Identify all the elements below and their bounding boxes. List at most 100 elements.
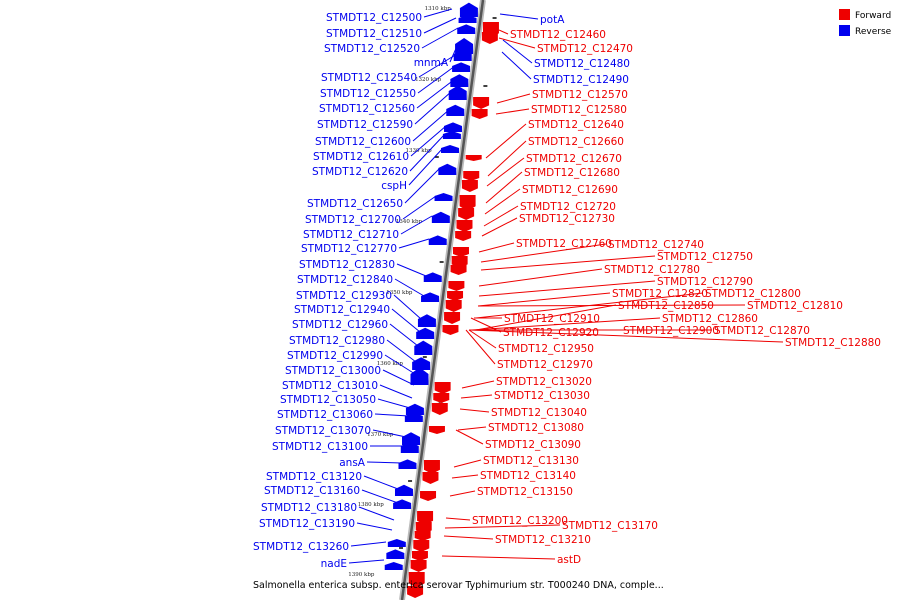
forward-gene-label[interactable]: STMDT12_C13020 bbox=[496, 376, 592, 388]
reverse-gene-feature bbox=[404, 412, 423, 422]
leader-line bbox=[402, 195, 437, 220]
reverse-gene-label[interactable]: STMDT12_C12600 bbox=[315, 136, 411, 148]
forward-gene-label[interactable]: STMDT12_C12670 bbox=[526, 153, 622, 165]
reverse-gene-label[interactable]: STMDT12_C12990 bbox=[287, 350, 383, 362]
forward-gene-label[interactable]: STMDT12_C12760 bbox=[516, 238, 612, 250]
reverse-gene-label[interactable]: STMDT12_C12650 bbox=[307, 198, 403, 210]
forward-gene-label[interactable]: STMDT12_C13090 bbox=[485, 439, 581, 451]
forward-gene-label[interactable]: STMDT12_C12570 bbox=[532, 89, 628, 101]
forward-gene-label[interactable]: STMDT12_C12780 bbox=[604, 264, 700, 276]
reverse-gene-feature bbox=[405, 403, 424, 415]
chromosome-backbone bbox=[399, 0, 486, 600]
reverse-gene-label[interactable]: STMDT12_C13100 bbox=[272, 441, 368, 453]
forward-gene-label[interactable]: STMDT12_C12850 bbox=[618, 300, 714, 312]
leader-line bbox=[459, 408, 490, 413]
forward-gene-label[interactable]: STMDT12_C13040 bbox=[491, 407, 587, 419]
reverse-gene-label[interactable]: STMDT12_C12590 bbox=[317, 119, 413, 131]
leader-line bbox=[480, 243, 607, 263]
forward-gene-label[interactable]: STMDT12_C12580 bbox=[531, 104, 627, 116]
forward-gene-label[interactable]: STMDT12_C12800 bbox=[705, 288, 801, 300]
leader-line bbox=[393, 294, 422, 320]
reverse-gene-label[interactable]: STMDT12_C13050 bbox=[280, 394, 376, 406]
forward-gene-label[interactable]: STMDT12_C12790 bbox=[657, 276, 753, 288]
leader-line bbox=[468, 329, 784, 343]
reverse-gene-label[interactable]: STMDT12_C12620 bbox=[312, 166, 408, 178]
forward-gene-label[interactable]: STMDT12_C12920 bbox=[503, 327, 599, 339]
forward-gene-label[interactable]: STMDT12_C12950 bbox=[498, 343, 594, 355]
reverse-gene-label[interactable]: STMDT12_C12980 bbox=[289, 335, 385, 347]
forward-gene-label[interactable]: astD bbox=[557, 554, 581, 566]
forward-gene-feature bbox=[410, 560, 427, 572]
forward-gene-label[interactable]: STMDT12_C13150 bbox=[477, 486, 573, 498]
leader-line bbox=[416, 78, 456, 109]
forward-gene-feature bbox=[448, 281, 465, 291]
reverse-gene-label[interactable]: STMDT12_C12770 bbox=[301, 243, 397, 255]
forward-gene-label[interactable]: STMDT12_C13030 bbox=[494, 390, 590, 402]
forward-gene-label[interactable]: STMDT12_C12820 bbox=[612, 288, 708, 300]
forward-gene-label[interactable]: STMDT12_C12660 bbox=[528, 136, 624, 148]
forward-gene-label[interactable]: STMDT12_C13210 bbox=[495, 534, 591, 546]
reverse-gene-feature bbox=[394, 484, 413, 496]
forward-gene-label[interactable]: STMDT12_C12810 bbox=[747, 300, 843, 312]
reverse-gene-label[interactable]: STMDT12_C12560 bbox=[319, 103, 415, 115]
forward-gene-label[interactable]: STMDT12_C12860 bbox=[662, 313, 758, 325]
forward-gene-label[interactable]: STMDT12_C12690 bbox=[522, 184, 618, 196]
reverse-gene-label[interactable]: mnmA bbox=[414, 57, 449, 69]
reverse-gene-label[interactable]: STMDT12_C12960 bbox=[292, 319, 388, 331]
reverse-gene-label[interactable]: STMDT12_C12480 bbox=[534, 58, 630, 70]
forward-gene-label[interactable]: STMDT12_C12910 bbox=[504, 313, 600, 325]
reverse-gene-label[interactable]: STMDT12_C13070 bbox=[275, 425, 371, 437]
reverse-gene-label[interactable]: ansA bbox=[339, 457, 366, 469]
forward-gene-label[interactable]: STMDT12_C12720 bbox=[520, 201, 616, 213]
reverse-gene-label[interactable]: STMDT12_C12510 bbox=[326, 28, 422, 40]
leader-line bbox=[372, 429, 407, 438]
reverse-gene-label[interactable]: STMDT12_C13160 bbox=[264, 485, 360, 497]
reverse-gene-label[interactable]: STMDT12_C12930 bbox=[296, 290, 392, 302]
reverse-gene-label[interactable]: cspH bbox=[381, 180, 407, 192]
leader-line bbox=[477, 304, 746, 307]
forward-gene-label[interactable]: STMDT12_C13080 bbox=[488, 422, 584, 434]
leader-line bbox=[379, 384, 413, 399]
leader-line bbox=[449, 43, 459, 63]
forward-gene-label[interactable]: STMDT12_C12870 bbox=[714, 325, 810, 337]
reverse-gene-label[interactable]: STMDT12_C12490 bbox=[533, 74, 629, 86]
reverse-gene-label[interactable]: STMDT12_C13120 bbox=[266, 471, 362, 483]
forward-gene-label[interactable]: STMDT12_C13200 bbox=[472, 515, 568, 527]
reverse-gene-label[interactable]: nadE bbox=[321, 558, 347, 570]
reverse-gene-label[interactable]: STMDT12_C13060 bbox=[277, 409, 373, 421]
forward-gene-label[interactable]: STMDT12_C12730 bbox=[519, 213, 615, 225]
forward-gene-label[interactable]: STMDT12_C12470 bbox=[537, 43, 633, 55]
forward-gene-label[interactable]: STMDT12_C12740 bbox=[608, 239, 704, 251]
reverse-gene-label[interactable]: STMDT12_C12540 bbox=[321, 72, 417, 84]
reverse-gene-label[interactable]: STMDT12_C12610 bbox=[313, 151, 409, 163]
forward-gene-label[interactable]: STMDT12_C13130 bbox=[483, 455, 579, 467]
reverse-gene-label[interactable]: STMDT12_C12940 bbox=[294, 304, 390, 316]
forward-gene-label[interactable]: STMDT12_C12880 bbox=[785, 337, 881, 349]
reverse-gene-label[interactable]: STMDT12_C13260 bbox=[253, 541, 349, 553]
reverse-gene-label[interactable]: STMDT12_C12700 bbox=[305, 214, 401, 226]
reverse-gene-label[interactable]: STMDT12_C12830 bbox=[299, 259, 395, 271]
reverse-gene-label[interactable]: STMDT12_C12840 bbox=[297, 274, 393, 286]
reverse-gene-label[interactable]: STMDT12_C12710 bbox=[303, 229, 399, 241]
reverse-gene-label[interactable]: STMDT12_C13010 bbox=[282, 380, 378, 392]
reverse-gene-label[interactable]: STMDT12_C13000 bbox=[285, 365, 381, 377]
forward-gene-label[interactable]: STMDT12_C12640 bbox=[528, 119, 624, 131]
reverse-gene-feature bbox=[441, 145, 460, 153]
forward-gene-label[interactable]: STMDT12_C13140 bbox=[480, 470, 576, 482]
forward-gene-label[interactable]: STMDT12_C13170 bbox=[562, 520, 658, 532]
reverse-gene-label[interactable]: potA bbox=[540, 14, 565, 26]
reverse-gene-label[interactable]: STMDT12_C12520 bbox=[324, 43, 420, 55]
leader-line bbox=[421, 27, 459, 49]
forward-gene-label[interactable]: STMDT12_C12460 bbox=[510, 29, 606, 41]
reverse-gene-label[interactable]: STMDT12_C12550 bbox=[320, 88, 416, 100]
leader-line bbox=[486, 157, 525, 187]
forward-gene-label[interactable]: STMDT12_C12680 bbox=[524, 167, 620, 179]
reverse-gene-label[interactable]: STMDT12_C12500 bbox=[326, 12, 422, 24]
leader-line bbox=[409, 133, 446, 172]
forward-gene-label[interactable]: STMDT12_C12900 bbox=[623, 325, 719, 337]
reverse-gene-label[interactable]: STMDT12_C13180 bbox=[261, 502, 357, 514]
forward-gene-feature bbox=[473, 97, 490, 109]
reverse-gene-label[interactable]: STMDT12_C13190 bbox=[259, 518, 355, 530]
forward-gene-label[interactable]: STMDT12_C12750 bbox=[657, 251, 753, 263]
forward-gene-label[interactable]: STMDT12_C12970 bbox=[497, 359, 593, 371]
